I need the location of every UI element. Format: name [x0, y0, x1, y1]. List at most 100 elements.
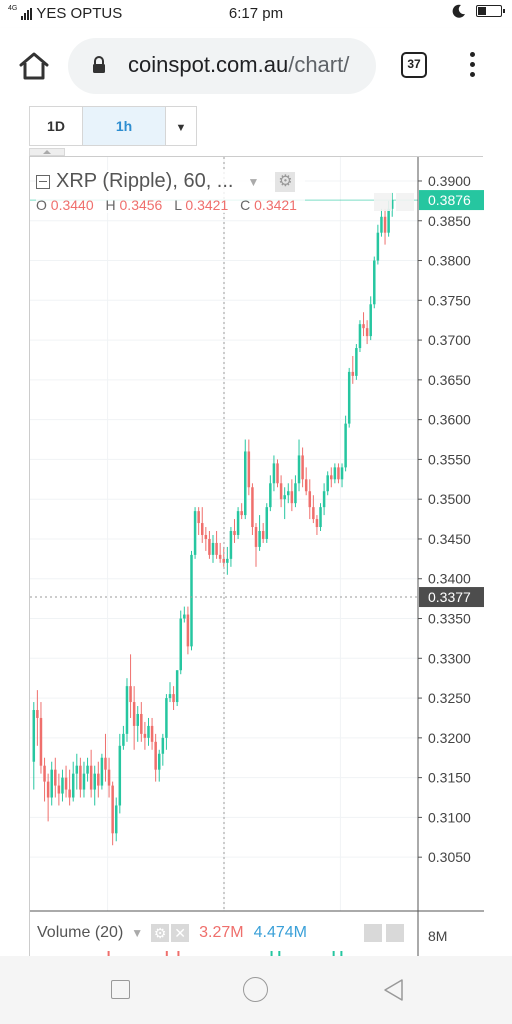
ohlc-open-label: O: [36, 197, 47, 213]
last-price-label: 0.3876: [428, 192, 471, 208]
candle-body: [154, 741, 157, 770]
candle-body: [46, 781, 50, 798]
candle-body: [390, 200, 394, 209]
ohlc-high-value: 0.3456: [119, 197, 163, 213]
battery-fill: [478, 7, 486, 15]
candle-body: [326, 475, 329, 492]
symbol-title[interactable]: XRP (Ripple), 60, ...: [56, 170, 234, 192]
candle-body: [358, 324, 362, 349]
candle-body: [283, 495, 286, 500]
volume-title[interactable]: Volume (20): [37, 924, 124, 941]
last-price-badge: [419, 190, 484, 211]
volume-caret-down-icon[interactable]: ▼: [131, 926, 144, 940]
candle-body: [247, 451, 251, 488]
legend-caret-down-icon[interactable]: ▼: [247, 174, 260, 189]
candle-body: [204, 534, 208, 539]
candle-body: [376, 232, 380, 261]
candle-body: [43, 765, 46, 782]
candle-body: [36, 710, 39, 718]
candle-body: [351, 371, 355, 376]
candle-body: [50, 769, 53, 798]
volume-bar: [107, 951, 110, 956]
ohlc-close-value: 0.3421: [254, 197, 297, 213]
price-tick-label: 0.3400: [428, 571, 471, 587]
overflow-menu-icon[interactable]: [462, 52, 482, 82]
collapse-toolbar-handle[interactable]: [29, 148, 65, 156]
candle-body: [272, 463, 276, 484]
candle-body: [387, 208, 390, 233]
candle-body: [57, 785, 61, 794]
candle-body: [383, 216, 387, 233]
candle-body: [175, 670, 179, 703]
candle-body: [258, 531, 261, 547]
candle-body: [190, 554, 193, 647]
ohlc-low-value: 0.3421: [185, 197, 229, 213]
gear-icon[interactable]: ⚙: [275, 171, 296, 192]
volume-axis-label: 8M: [428, 928, 447, 944]
android-nav-bar: [0, 956, 512, 1024]
candle-body: [222, 558, 226, 563]
price-tick-label: 0.3650: [428, 372, 471, 388]
candle-body: [129, 686, 132, 703]
candle-body: [312, 507, 315, 520]
candle-body: [157, 753, 161, 770]
candle-body: [337, 467, 340, 480]
price-chart[interactable]: 0.3900 0.3850 0.3800 0.3750 0.3700 0.3650 0.36…: [30, 157, 484, 956]
chart-container[interactable]: 0.3900 0.3850 0.3800 0.3750 0.3700 0.3650 0.36…: [29, 156, 484, 956]
collapse-legend-icon[interactable]: [36, 174, 50, 189]
candle-body: [75, 765, 79, 774]
candle-body: [276, 463, 279, 484]
scroll-up-icon: [374, 193, 392, 211]
volume-scroll-up-icon: [364, 924, 382, 942]
status-time: 6:17 pm: [228, 5, 284, 22]
price-tick-label: 0.3100: [428, 809, 471, 825]
price-tick-label: 0.3450: [428, 531, 471, 547]
crosshair-price-badge: [419, 587, 484, 608]
candle-body: [261, 531, 265, 539]
candle-body: [122, 733, 125, 746]
candle-body: [125, 686, 129, 734]
candle-body: [208, 538, 211, 555]
tabs-icon[interactable]: 37: [401, 52, 427, 78]
home-nav-icon[interactable]: [243, 977, 268, 1002]
candle-body: [143, 733, 147, 738]
price-tick-label: 0.3550: [428, 451, 471, 467]
interval-dropdown-button[interactable]: ▼: [166, 107, 196, 145]
candle-body: [380, 216, 383, 233]
candle-body: [365, 328, 369, 337]
candle-body: [100, 757, 104, 786]
candle-body: [54, 769, 57, 786]
price-tick-label: 0.3150: [428, 770, 471, 786]
interval-1d-button[interactable]: 1D: [30, 107, 83, 145]
volume-bar: [165, 951, 168, 956]
symbol-legend: XRP (Ripple), 60, ... ▼ ⚙ O 0.3440 H 0.3…: [36, 170, 305, 213]
status-right: [452, 4, 505, 18]
chart-background: [30, 157, 484, 956]
candle-body: [251, 487, 254, 528]
network-type: 4G: [8, 5, 18, 12]
volume-close-icon[interactable]: ✕: [171, 924, 190, 942]
interval-1h-button[interactable]: 1h: [83, 107, 166, 145]
address-bar[interactable]: coinspot.com.au/chart/: [68, 38, 376, 94]
candle-body: [193, 511, 197, 555]
ohlc-values: O 0.3440 H 0.3456 L 0.3421 C 0.3421: [36, 197, 305, 213]
candle-body: [229, 531, 233, 559]
candle-body: [186, 614, 190, 647]
crosshair-price-label: 0.3377: [428, 589, 471, 605]
candle-body: [71, 773, 75, 798]
candle-body: [150, 725, 154, 742]
volume-gear-icon[interactable]: ⚙: [151, 924, 170, 942]
candle-body: [111, 785, 114, 834]
candle-body: [197, 511, 200, 524]
candle-body: [279, 483, 283, 500]
candle-body: [107, 769, 111, 786]
recent-apps-icon[interactable]: [111, 980, 130, 999]
chart-page: 1D 1h ▼ 0.3900 0.3850 0.3800 0.3750 0.3700 0.…: [0, 104, 512, 956]
candle-body: [244, 451, 247, 516]
candle-body: [147, 725, 150, 738]
candle-body: [308, 491, 312, 508]
back-icon[interactable]: [382, 978, 404, 1002]
candle-body: [315, 519, 319, 528]
legend-title-row: XRP (Ripple), 60, ... ▼ ⚙: [36, 170, 305, 193]
home-icon[interactable]: [16, 50, 52, 82]
